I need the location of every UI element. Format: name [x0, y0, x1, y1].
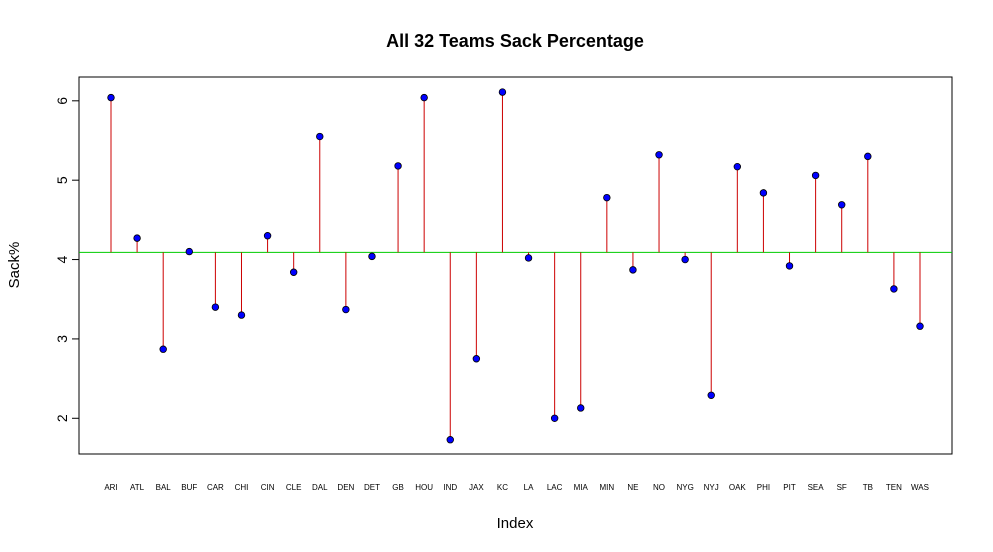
data-point: [472, 355, 481, 363]
x-tick-label: CIN: [261, 483, 275, 492]
x-tick-label: DET: [364, 483, 380, 492]
data-point: [733, 162, 742, 171]
data-point: [655, 151, 663, 159]
y-tick-label: 2: [54, 414, 70, 422]
x-axis-title: Index: [497, 515, 534, 532]
data-point: [342, 305, 350, 314]
x-tick-label: OAK: [729, 483, 747, 492]
y-axis-title: Sack%: [6, 242, 23, 289]
data-point: [237, 311, 246, 319]
x-tick-label: GB: [392, 483, 404, 492]
x-tick-label: BAL: [156, 483, 172, 492]
data-point: [446, 436, 454, 444]
x-tick-label: HOU: [415, 483, 433, 492]
data-point: [577, 404, 585, 412]
data-point: [498, 88, 507, 96]
data-point: [133, 234, 141, 242]
x-tick-label: NE: [627, 483, 638, 492]
x-tick-label: NO: [653, 483, 665, 492]
data-point: [159, 345, 167, 353]
data-point: [785, 262, 794, 270]
x-axis: ARI ATL BAL BUF CAR CHI CIN CLE DAL DEN DET GB HOU IN…: [104, 483, 929, 492]
x-tick-label: DAL: [312, 483, 328, 492]
x-tick-label: JAX: [469, 483, 484, 492]
y-tick-label: 5: [54, 176, 70, 184]
y-tick-label: 3: [54, 335, 70, 343]
data-point: [185, 247, 193, 256]
data-point: [916, 322, 924, 330]
x-tick-label: NYJ: [704, 483, 719, 492]
y-tick-label: 6: [54, 97, 70, 105]
data-point: [603, 193, 611, 202]
x-tick-label: DEN: [337, 483, 354, 492]
data-point: [890, 285, 898, 293]
x-tick-label: WAS: [911, 483, 929, 492]
y-tick-label: 4: [54, 255, 70, 263]
data-point: [759, 189, 768, 197]
x-tick-label: CAR: [207, 483, 224, 492]
data-point: [420, 93, 428, 102]
x-tick-label: MIN: [600, 483, 615, 492]
x-tick-label: ARI: [104, 483, 117, 492]
data-point: [864, 152, 872, 161]
x-tick-label: LAC: [547, 483, 563, 492]
data-point: [211, 303, 220, 311]
x-tick-label: SF: [837, 483, 847, 492]
x-tick-label: IND: [443, 483, 457, 492]
data-point: [838, 201, 846, 209]
data-point: [107, 93, 115, 102]
x-tick-label: CLE: [286, 483, 302, 492]
x-tick-label: PHI: [757, 483, 770, 492]
x-tick-label: TEN: [886, 483, 902, 492]
x-tick-label: LA: [524, 483, 534, 492]
stems: [110, 92, 921, 440]
data-point: [550, 414, 559, 422]
x-tick-label: PIT: [783, 483, 796, 492]
x-tick-label: KC: [497, 483, 508, 492]
data-point: [524, 254, 533, 262]
x-tick-label: CHI: [235, 483, 249, 492]
data-point: [629, 266, 637, 274]
x-tick-label: ATL: [130, 483, 145, 492]
chart-title: All 32 Teams Sack Percentage: [386, 31, 644, 51]
data-point: [316, 132, 324, 141]
x-tick-label: NYG: [676, 483, 693, 492]
x-tick-label: MIA: [574, 483, 589, 492]
plot-frame: [78, 76, 953, 455]
x-tick-label: TB: [863, 483, 873, 492]
data-point: [707, 391, 715, 399]
data-point: [394, 162, 402, 170]
data-point: [263, 232, 272, 240]
data-point: [289, 268, 298, 276]
x-tick-label: BUF: [181, 483, 197, 492]
y-axis: 2 3 4 5 6: [54, 97, 79, 422]
data-point: [681, 255, 689, 264]
points: [107, 88, 924, 444]
x-tick-label: SEA: [808, 483, 825, 492]
data-point: [811, 171, 820, 180]
data-point: [368, 252, 376, 261]
